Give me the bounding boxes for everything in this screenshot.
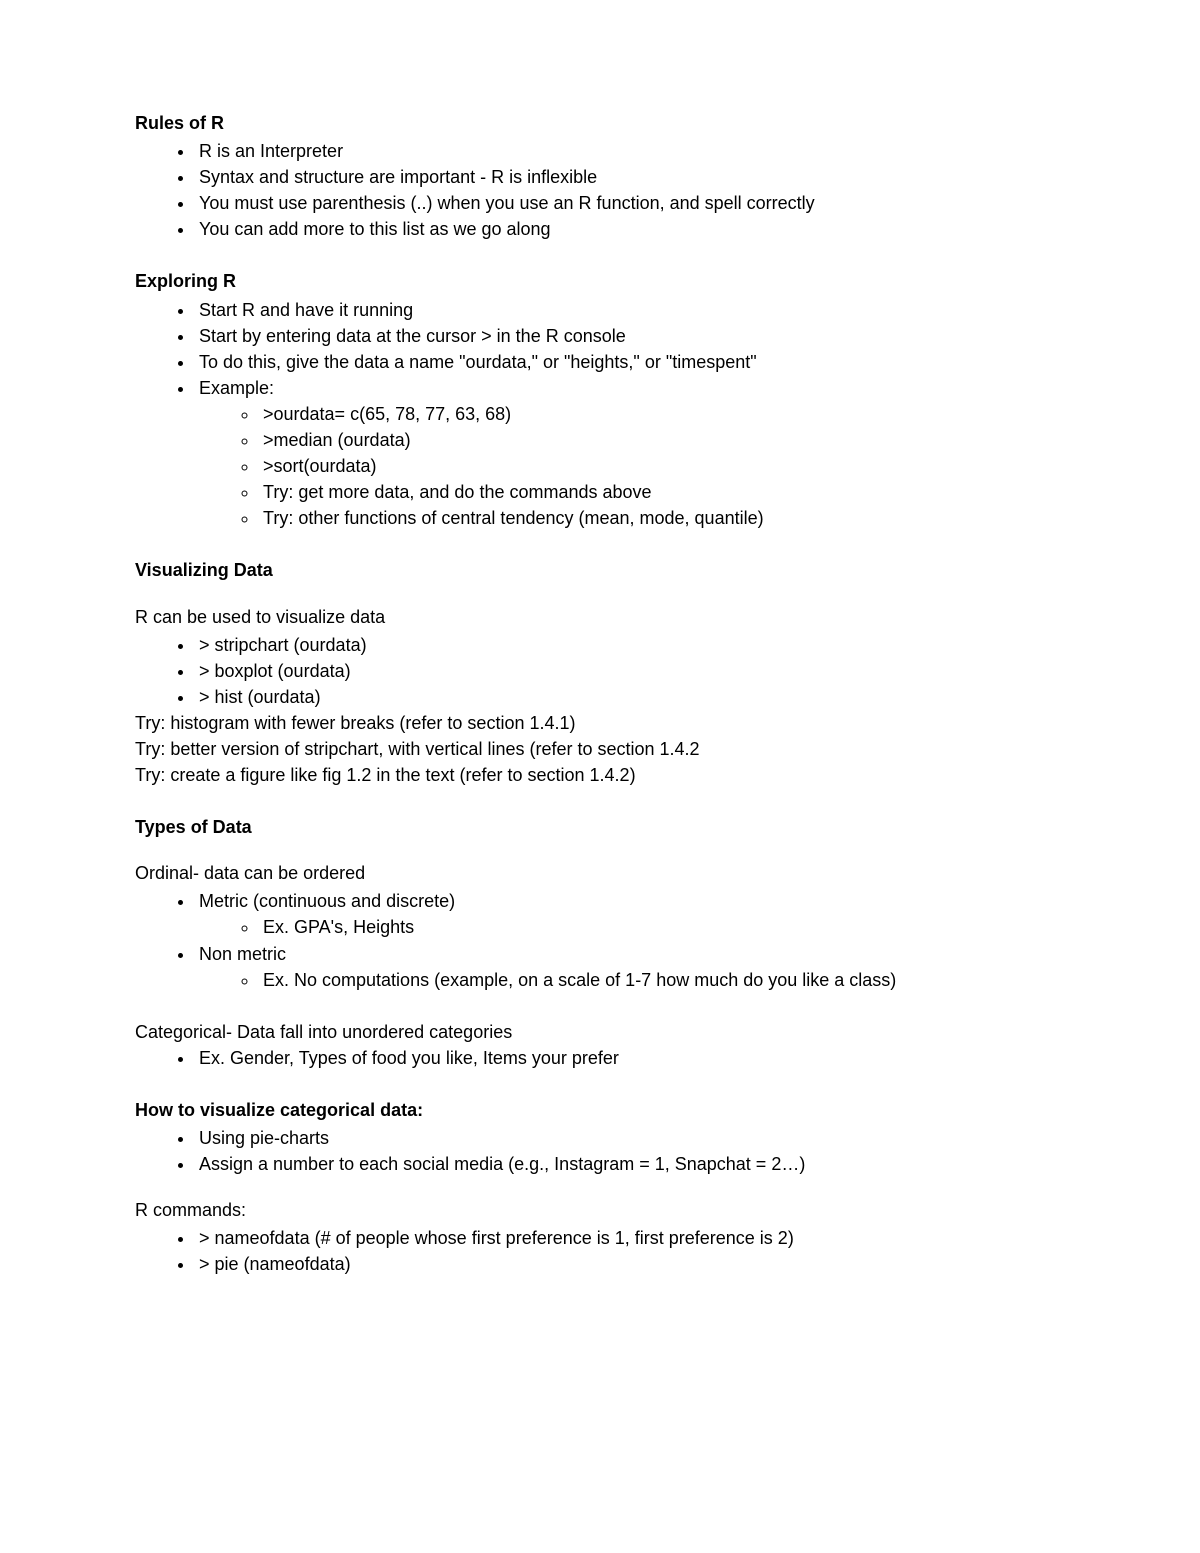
list-item: Non metric Ex. No computations (example,… xyxy=(195,941,1065,993)
list-item: Start R and have it running xyxy=(195,297,1065,323)
list-item-label: Non metric xyxy=(199,944,286,964)
list-item: You can add more to this list as we go a… xyxy=(195,216,1065,242)
list-item: Ex. Gender, Types of food you like, Item… xyxy=(195,1045,1065,1071)
list-item: > pie (nameofdata) xyxy=(195,1251,1065,1277)
list-ordinal-metric-sub: Ex. GPA's, Heights xyxy=(199,914,1065,940)
list-ordinal: Metric (continuous and discrete) Ex. GPA… xyxy=(135,888,1065,992)
list-item: > hist (ourdata) xyxy=(195,684,1065,710)
heading-howto: How to visualize categorical data: xyxy=(135,1097,1065,1123)
list-exploring: Start R and have it running Start by ent… xyxy=(135,297,1065,532)
list-item: >ourdata= c(65, 78, 77, 63, 68) xyxy=(259,401,1065,427)
list-exploring-example: >ourdata= c(65, 78, 77, 63, 68) >median … xyxy=(199,401,1065,531)
list-rules: R is an Interpreter Syntax and structure… xyxy=(135,138,1065,242)
list-item: >sort(ourdata) xyxy=(259,453,1065,479)
heading-rules: Rules of R xyxy=(135,110,1065,136)
list-item: Try: other functions of central tendency… xyxy=(259,505,1065,531)
text-line: Try: histogram with fewer breaks (refer … xyxy=(135,710,1065,736)
list-item: Example: >ourdata= c(65, 78, 77, 63, 68)… xyxy=(195,375,1065,532)
list-rcommands: > nameofdata (# of people whose first pr… xyxy=(135,1225,1065,1277)
list-item-label: Metric (continuous and discrete) xyxy=(199,891,455,911)
heading-visualizing: Visualizing Data xyxy=(135,557,1065,583)
list-item: > boxplot (ourdata) xyxy=(195,658,1065,684)
list-item: Metric (continuous and discrete) Ex. GPA… xyxy=(195,888,1065,940)
list-item: You must use parenthesis (..) when you u… xyxy=(195,190,1065,216)
list-item: To do this, give the data a name "ourdat… xyxy=(195,349,1065,375)
list-item: > stripchart (ourdata) xyxy=(195,632,1065,658)
text-line: Try: better version of stripchart, with … xyxy=(135,736,1065,762)
list-item: > nameofdata (# of people whose first pr… xyxy=(195,1225,1065,1251)
text-line: Try: create a figure like fig 1.2 in the… xyxy=(135,762,1065,788)
list-ordinal-nonmetric-sub: Ex. No computations (example, on a scale… xyxy=(199,967,1065,993)
text-visualizing-intro: R can be used to visualize data xyxy=(135,604,1065,630)
list-categorical: Ex. Gender, Types of food you like, Item… xyxy=(135,1045,1065,1071)
list-item: Syntax and structure are important - R i… xyxy=(195,164,1065,190)
list-visualizing: > stripchart (ourdata) > boxplot (ourdat… xyxy=(135,632,1065,710)
list-item: Assign a number to each social media (e.… xyxy=(195,1151,1065,1177)
heading-types: Types of Data xyxy=(135,814,1065,840)
list-item: R is an Interpreter xyxy=(195,138,1065,164)
list-howto: Using pie-charts Assign a number to each… xyxy=(135,1125,1065,1177)
heading-exploring: Exploring R xyxy=(135,268,1065,294)
list-item: >median (ourdata) xyxy=(259,427,1065,453)
text-ordinal-intro: Ordinal- data can be ordered xyxy=(135,860,1065,886)
list-item: Try: get more data, and do the commands … xyxy=(259,479,1065,505)
text-rcommands-label: R commands: xyxy=(135,1197,1065,1223)
list-item: Start by entering data at the cursor > i… xyxy=(195,323,1065,349)
list-item-label: Example: xyxy=(199,378,274,398)
list-item: Ex. No computations (example, on a scale… xyxy=(259,967,1065,993)
text-categorical-intro: Categorical- Data fall into unordered ca… xyxy=(135,1019,1065,1045)
list-item: Ex. GPA's, Heights xyxy=(259,914,1065,940)
list-item: Using pie-charts xyxy=(195,1125,1065,1151)
